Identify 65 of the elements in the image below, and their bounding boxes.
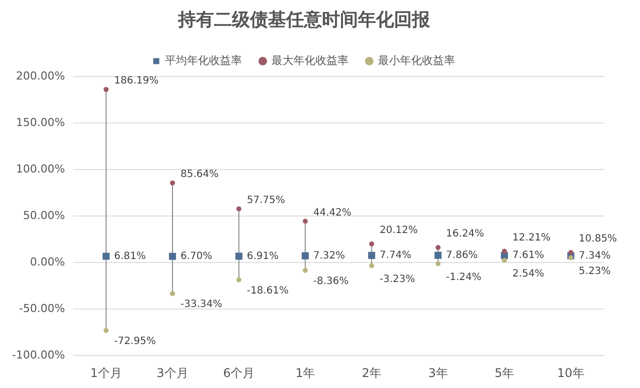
chart-title: 持有二级债基任意时间年化回报	[177, 9, 431, 30]
point	[168, 252, 176, 260]
data-label: -8.36%	[313, 276, 349, 287]
y-tick-label: 0.00%	[30, 255, 65, 268]
point	[104, 86, 109, 92]
data-label: -33.34%	[180, 299, 222, 310]
point	[369, 263, 374, 268]
point	[568, 250, 574, 256]
data-label: 6.70%	[180, 250, 212, 262]
point	[170, 291, 175, 296]
point	[436, 261, 441, 266]
point	[568, 255, 574, 260]
x-tick-label: 6个月	[223, 366, 255, 380]
data-label: 85.64%	[180, 169, 219, 180]
x-tick-label: 3个月	[156, 366, 188, 380]
x-tick-label: 1个月	[90, 366, 122, 380]
data-label: 57.75%	[246, 195, 286, 206]
data-label: 7.86%	[446, 250, 478, 261]
data-label: -18.61%	[246, 285, 289, 296]
data-label: 12.21%	[512, 232, 551, 244]
point	[104, 328, 109, 333]
point	[302, 218, 308, 224]
x-tick-label: 3年	[428, 366, 448, 380]
point	[502, 258, 507, 263]
data-label: 6.91%	[246, 250, 279, 262]
data-label: 2.54%	[512, 268, 544, 280]
point	[302, 252, 309, 260]
point	[302, 268, 308, 273]
point	[235, 252, 242, 260]
data-label: 6.81%	[114, 250, 146, 262]
point	[502, 248, 507, 254]
data-label: -72.95%	[114, 336, 156, 347]
point	[434, 252, 442, 259]
legend-label: 最小年化收益率	[378, 54, 455, 67]
data-label: 7.34%	[578, 250, 611, 262]
data-label: 7.61%	[512, 250, 544, 262]
legend-label: 平均年化收益率	[164, 54, 242, 67]
x-tick-label: 10年	[557, 366, 584, 380]
data-label: 7.32%	[313, 250, 346, 262]
point	[170, 180, 175, 186]
y-tick-label: 50.00%	[22, 208, 65, 222]
point	[436, 244, 441, 250]
y-tick-label: -50.00%	[18, 302, 65, 315]
point	[369, 241, 374, 246]
legend-label: 最大年化收益率	[271, 54, 348, 67]
x-tick-label: 1年	[295, 366, 316, 380]
data-label: 16.24%	[446, 228, 484, 240]
data-label: 5.23%	[578, 266, 611, 278]
data-label: 186.19%	[114, 76, 159, 87]
point	[236, 277, 242, 282]
y-tick-label: 100.00%	[16, 162, 65, 176]
x-tick-label: 5年	[494, 366, 514, 380]
y-tick-label: -100.00%	[12, 348, 65, 362]
x-tick-label: 2年	[362, 366, 382, 380]
data-label: 7.74%	[380, 250, 412, 261]
data-label: -1.24%	[446, 272, 482, 284]
y-tick-label: 200.00%	[16, 69, 65, 82]
point	[236, 206, 242, 212]
data-label: -3.23%	[380, 274, 416, 285]
data-label: 10.85%	[578, 234, 617, 245]
point	[102, 252, 110, 260]
data-label: 44.42%	[313, 207, 352, 218]
point	[368, 252, 376, 259]
data-label: 20.12%	[380, 225, 418, 236]
y-tick-label: 150.00%	[16, 116, 65, 129]
